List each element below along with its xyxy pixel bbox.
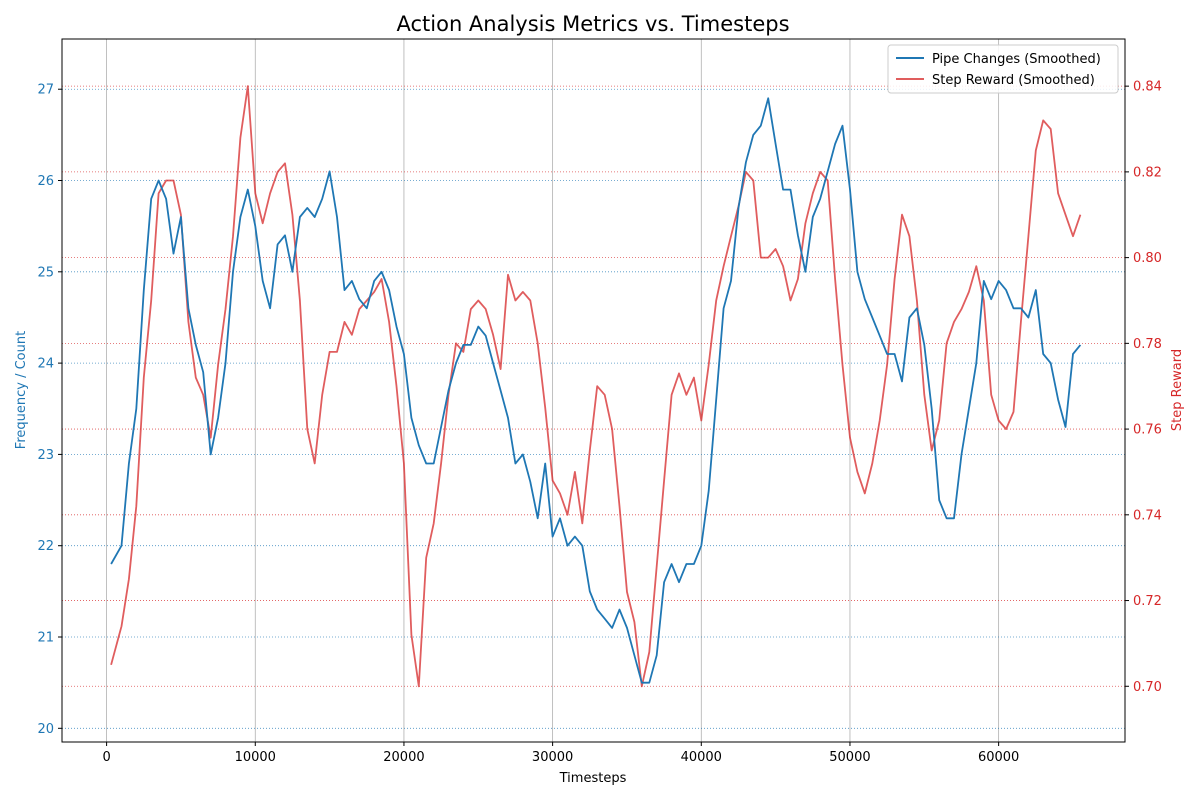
y-right-tick-label: 0.80	[1133, 251, 1162, 266]
x-tick-label: 30000	[532, 750, 573, 765]
y-right-tick-label: 0.78	[1133, 337, 1162, 352]
legend-label-pipe-changes: Pipe Changes (Smoothed)	[932, 52, 1101, 67]
x-tick-label: 20000	[383, 750, 424, 765]
y-axis-left: 20 21 22 23 24 25 26 27	[37, 83, 62, 737]
y-right-tick-label: 0.76	[1133, 423, 1162, 438]
series-layer	[110, 85, 1082, 688]
x-tick-label: 60000	[978, 750, 1019, 765]
legend: Pipe Changes (Smoothed) Step Reward (Smo…	[887, 44, 1119, 94]
legend-box	[887, 44, 1119, 94]
series-line-step-reward	[110, 85, 1082, 688]
chart-title: Action Analysis Metrics vs. Timesteps	[396, 12, 789, 36]
series-line-pipe-changes	[110, 97, 1082, 684]
y-left-tick-label: 23	[37, 448, 54, 463]
x-tick-label: 0	[102, 750, 110, 765]
y-left-tick-label: 26	[37, 174, 54, 189]
y-left-tick-label: 25	[37, 265, 54, 280]
y-axis-right-label: Step Reward	[1170, 349, 1185, 431]
y-left-tick-label: 22	[37, 539, 54, 554]
y-right-tick-label: 0.72	[1133, 594, 1162, 609]
x-tick-label: 10000	[235, 750, 276, 765]
x-tick-label: 40000	[681, 750, 722, 765]
y-axis-left-label: Frequency / Count	[14, 331, 29, 449]
y-right-tick-label: 0.84	[1133, 80, 1162, 95]
y-left-tick-label: 27	[37, 83, 54, 98]
legend-label-step-reward: Step Reward (Smoothed)	[932, 73, 1095, 88]
y-left-tick-label: 21	[37, 631, 54, 646]
y-right-tick-label: 0.74	[1133, 508, 1162, 523]
y-axis-right: 0.70 0.72 0.74 0.76 0.78 0.80 0.82 0.84	[1125, 80, 1162, 695]
y-left-tick-label: 20	[37, 722, 54, 737]
y-right-tick-label: 0.82	[1133, 165, 1162, 180]
x-axis-label: Timesteps	[559, 771, 627, 786]
plot-frame	[61, 38, 1126, 743]
x-axis: 0 10000 20000 30000 40000 50000 60000	[102, 742, 1019, 765]
x-tick-label: 50000	[829, 750, 870, 765]
y-right-tick-label: 0.70	[1133, 680, 1162, 695]
y-left-tick-label: 24	[37, 357, 54, 372]
